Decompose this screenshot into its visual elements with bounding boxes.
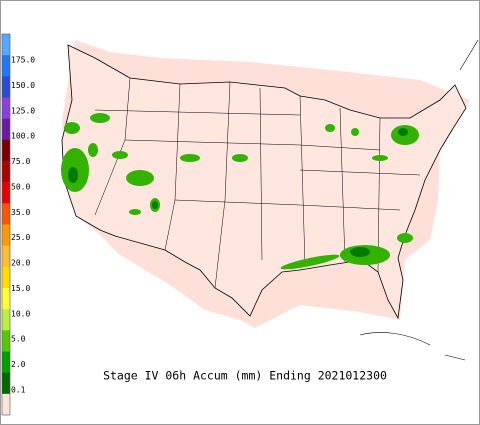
state-lines bbox=[94, 77, 421, 289]
scale-swatch bbox=[2, 309, 10, 331]
scale-label: 50.0 bbox=[11, 182, 30, 191]
scale-swatch bbox=[2, 203, 10, 225]
scale-label: 125.0 bbox=[11, 106, 35, 115]
scale-label: 25.0 bbox=[11, 233, 30, 242]
scale-swatch bbox=[2, 224, 10, 246]
scale-swatch bbox=[2, 288, 10, 310]
scale-swatch bbox=[2, 351, 10, 373]
scale-swatch bbox=[2, 97, 10, 119]
scale-swatch bbox=[2, 245, 10, 268]
scale-swatch bbox=[2, 55, 10, 77]
scale-label: 100.0 bbox=[11, 132, 35, 141]
scale-label: 20.0 bbox=[11, 259, 30, 268]
scale-swatch bbox=[2, 118, 10, 141]
scale-swatch bbox=[2, 139, 10, 162]
scale-label: 75.0 bbox=[11, 157, 30, 166]
scale-label: 175.0 bbox=[11, 56, 35, 65]
scale-label: 10.0 bbox=[11, 309, 30, 318]
scale-label: 2.0 bbox=[11, 360, 26, 369]
scale-swatch bbox=[2, 76, 10, 98]
scale-label: 15.0 bbox=[11, 284, 30, 293]
scale-swatch bbox=[2, 34, 10, 56]
scale-swatch bbox=[2, 393, 10, 416]
scale-swatch bbox=[2, 161, 10, 183]
scale-border bbox=[1, 33, 11, 416]
color-scale: 175.0 150.0 125.0 100.0 75.0 50.0 35.0 25.0 20.0… bbox=[1, 33, 35, 416]
scale-swatch bbox=[2, 372, 10, 395]
scale-swatch bbox=[2, 266, 10, 289]
precip-heavy bbox=[68, 128, 408, 257]
scale-label: 5.0 bbox=[11, 335, 26, 344]
scale-swatch bbox=[2, 182, 10, 204]
caption: Stage IV 06h Accum (mm) Ending 202101230… bbox=[103, 369, 387, 383]
scale-label: 0.1 bbox=[11, 386, 26, 395]
scale-swatch bbox=[2, 330, 10, 352]
scale-label: 150.0 bbox=[11, 81, 35, 90]
scale-label: 35.0 bbox=[11, 208, 30, 217]
